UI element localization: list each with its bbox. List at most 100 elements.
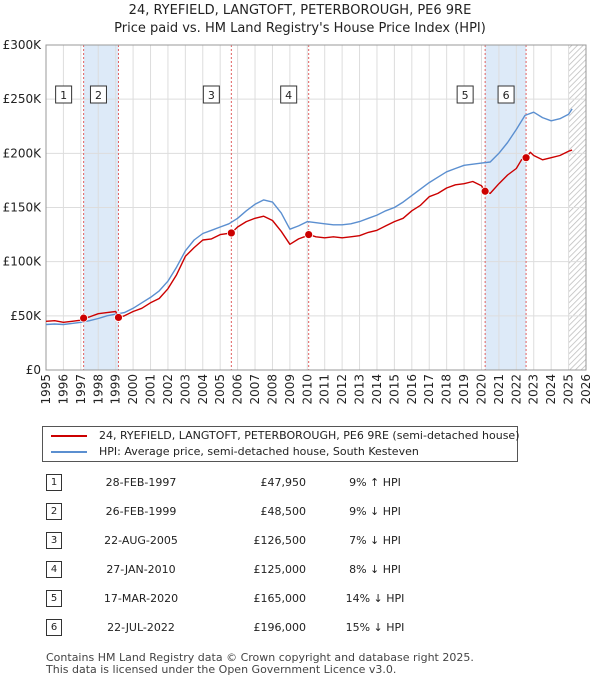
sale-number-label: 5 [462,89,469,102]
sale-number-cell: 4 [46,555,86,584]
sale-number-cell: 3 [46,526,86,555]
series-line-hpi [45,108,573,326]
table-row: 4 27-JAN-2010 £125,000 8% ↓ HPI [46,555,430,584]
sale-point [521,153,531,163]
x-tick-label: 2006 [231,374,245,405]
sale-number-box [456,85,474,104]
x-tick-label: 2004 [196,374,210,405]
sale-number-box [55,85,73,104]
sale-number-box [280,85,298,104]
sale-date: 22-AUG-2005 [104,534,178,547]
sale-point [226,228,236,238]
x-tick-label: 2022 [509,374,523,405]
sale-hpi-diff: 8% ↓ HPI [349,563,401,576]
sale-price: £125,000 [253,563,307,576]
x-tick-label: 2020 [474,374,488,405]
sale-number-cell: 1 [46,468,86,497]
y-tick-label: £100K [3,255,43,269]
y-tick-label: £0 [26,363,41,377]
y-tick-label: £50K [10,309,42,323]
x-tick-label: 2012 [335,374,349,405]
y-tick-label: £300K [3,38,43,52]
sale-hpi-diff: 7% ↓ HPI [349,534,401,547]
x-tick-label: 1999 [109,374,123,405]
x-tick-label: 2016 [405,374,419,405]
sale-number-box [497,85,515,104]
x-tick-label: 2018 [440,374,454,405]
sale-hpi-diff: 9% ↑ HPI [349,476,401,489]
footer-licence: This data is licensed under the Open Gov… [46,663,397,676]
sales-table: 1 28-FEB-1997 £47,950 9% ↑ HPI 2 26-FEB-1999 £… [46,468,430,642]
table-row: 5 17-MAR-2020 £165,000 14% ↓ HPI [46,584,430,613]
table-row: 3 22-AUG-2005 £126,500 7% ↓ HPI [46,526,430,555]
table-row: 6 22-JUL-2022 £196,000 15% ↓ HPI [46,613,430,642]
sale-point [79,313,89,323]
legend-label-hpi: HPI: Average price, semi-detached house,… [99,445,419,458]
sale-date: 28-FEB-1997 [105,476,177,489]
sale-number-label: 4 [285,89,292,102]
sale-number-label: 1 [60,89,67,102]
footer-copyright: Contains HM Land Registry data © Crown c… [46,651,474,664]
x-tick-label: 2000 [126,374,140,405]
chart-title-line1: 24, RYEFIELD, LANGTOFT, PETERBOROUGH, PE… [128,3,472,18]
sale-price: £48,500 [260,505,307,518]
footer: Contains HM Land Registry data © Crown c… [46,652,474,676]
sale-date: 17-MAR-2020 [103,592,179,605]
y-tick-label: £250K [3,92,43,106]
sale-number-badge: 1 [46,474,62,491]
sale-number-box [89,85,107,104]
legend-swatch-price [51,435,87,437]
sale-number-box [202,85,220,104]
x-tick-label: 2005 [213,374,227,405]
y-tick-label: £200K [3,146,43,160]
sale-hpi-diff: 14% ↓ HPI [345,592,405,605]
sale-hpi-diff: 9% ↓ HPI [349,505,401,518]
sale-date: 27-JAN-2010 [106,563,176,576]
sale-point [480,186,490,196]
sale-number-badge: 3 [46,532,62,549]
sale-price: £165,000 [253,592,307,605]
x-tick-label: 2003 [178,374,192,405]
sale-number-badge: 4 [46,561,62,578]
x-tick-label: 2009 [283,374,297,405]
legend-label-price: 24, RYEFIELD, LANGTOFT, PETERBOROUGH, PE… [99,429,520,442]
sale-date: 26-FEB-1999 [105,505,177,518]
x-tick-label: 2026 [579,374,593,405]
x-tick-label: 2011 [318,374,332,405]
sale-price: £47,950 [260,476,307,489]
x-tick-label: 1997 [74,374,88,405]
sale-date: 22-JUL-2022 [107,621,175,634]
chart-title: 24, RYEFIELD, LANGTOFT, PETERBOROUGH, PE… [0,2,600,38]
x-tick-label: 2007 [248,374,262,405]
sale-number-label: 2 [95,89,102,102]
legend-swatch-hpi [51,451,87,453]
sale-number-cell: 6 [46,613,86,642]
x-tick-label: 2024 [544,374,558,405]
table-row: 1 28-FEB-1997 £47,950 9% ↑ HPI [46,468,430,497]
x-tick-label: 2013 [353,374,367,405]
price-chart: £0 £50K £100K £150K £200K £250K £300K 1995 1996 1… [3,38,593,405]
x-tick-label: 1995 [39,374,53,405]
x-tick-label: 2025 [562,374,576,405]
x-tick-label: 2010 [300,374,314,405]
y-tick-label: £150K [3,201,43,215]
x-tick-label: 2015 [387,374,401,405]
x-tick-label: 2008 [265,374,279,405]
chart-title-line2: Price paid vs. HM Land Registry's House … [114,21,486,36]
x-tick-label: 2002 [161,374,175,405]
sale-number-label: 6 [503,89,510,102]
sale-hpi-diff: 15% ↓ HPI [345,621,405,634]
sale-number-cell: 5 [46,584,86,613]
x-tick-label: 1998 [91,374,105,405]
x-tick-label: 2001 [144,374,158,405]
x-tick-label: 2023 [527,374,541,405]
sale-number-badge: 2 [46,503,62,520]
sale-number-cell: 2 [46,497,86,526]
sale-number-label: 3 [208,89,215,102]
x-tick-label: 1996 [56,374,70,405]
x-tick-label: 2014 [370,374,384,405]
sale-point [304,230,314,239]
sale-number-badge: 6 [46,619,62,636]
chart-legend: 24, RYEFIELD, LANGTOFT, PETERBOROUGH, PE… [42,426,520,462]
x-tick-label: 2021 [492,374,506,405]
